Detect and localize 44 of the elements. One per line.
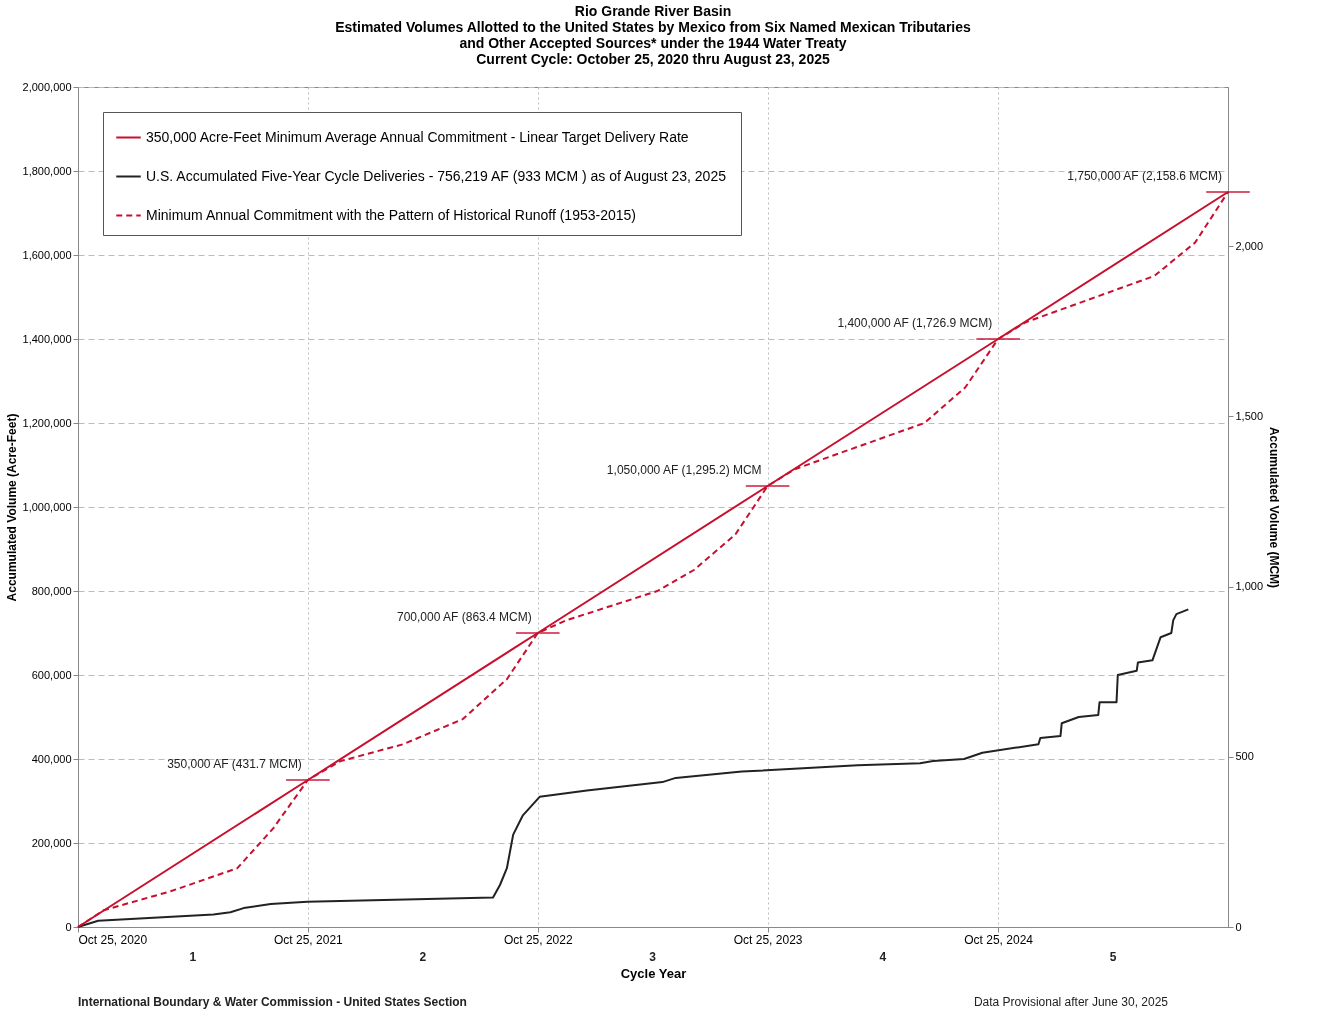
y-tick-label: 600,000: [31, 668, 72, 681]
x-tick-label: Oct 25, 2023: [733, 932, 803, 947]
x-axis-title: Cycle Year: [620, 965, 687, 981]
legend-label: 350,000 Acre-Feet Minimum Average Annual Commitment - Linear Target Delivery Rate: [146, 128, 689, 145]
text: 3: [649, 950, 657, 964]
y-axis-title: Accumulated Volume (Acre-Feet): [4, 413, 19, 602]
y-tick-label: 0: [65, 920, 72, 933]
x-tick-label: Oct 25, 2020: [78, 932, 148, 947]
text: 1: [189, 950, 197, 964]
annotation: 1,400,000 AF (1,726.9 MCM): [837, 316, 993, 330]
text: International Boundary & Water Commission - United States Section: [78, 995, 467, 1009]
legend-label: U.S. Accumulated Five-Year Cycle Deliveries - 756,219 AF (933 MCM ) as of August 23, 2025: [146, 167, 727, 184]
text: Current Cycle: October 25, 2020 thru August 23, 2025: [476, 51, 830, 67]
x-tick-label: Oct 25, 2022: [503, 932, 573, 947]
legend-label: Minimum Annual Commitment with the Pattern of Historical Runoff (1953-2015): [146, 206, 636, 223]
line-series: [77, 608, 1190, 928]
y-tick-label: 400,000: [31, 752, 72, 765]
text: Estimated Volumes Allotted to the United States by Mexico from Six Named Mexican Tributaries: [335, 19, 971, 35]
y-tick-label: 1,600,000: [22, 248, 72, 261]
y2-tick-label: 2,000: [1235, 239, 1264, 252]
annotation: 1,750,000 AF (2,158.6 MCM): [1067, 169, 1222, 183]
annotation: 1,050,000 AF (1,295.2) MCM: [606, 463, 762, 477]
y-tick-label: 1,200,000: [22, 416, 72, 429]
y-tick-label: 1,000,000: [22, 500, 72, 513]
text: 4: [879, 950, 887, 964]
y2-axis-title: Accumulated Volume (MCM): [1267, 426, 1282, 589]
y2-tick-label: 1,500: [1235, 409, 1264, 422]
y2-tick-label: 0: [1235, 920, 1242, 933]
y2-tick-label: 1,000: [1235, 580, 1264, 593]
y-tick-label: 1,400,000: [22, 332, 72, 345]
y-tick-label: 2,000,000: [22, 80, 72, 93]
text: Data Provisional after June 30, 2025: [973, 995, 1169, 1009]
y-tick-label: 800,000: [31, 584, 72, 597]
x-tick-label: Oct 25, 2021: [274, 932, 344, 947]
text: Rio Grande River Basin: [574, 3, 732, 19]
annotation: 350,000 AF (431.7 MCM): [167, 757, 302, 771]
text: and Other Accepted Sources* under the 1944 Water Treaty: [459, 35, 847, 51]
y-tick-label: 200,000: [31, 836, 72, 849]
y-tick-label: 1,800,000: [22, 164, 72, 177]
x-tick-label: Oct 25, 2024: [964, 932, 1034, 947]
annotation: 700,000 AF (863.4 MCM): [397, 610, 532, 624]
y2-tick-label: 500: [1235, 750, 1254, 763]
text: 2: [419, 950, 427, 964]
text: 5: [1109, 950, 1117, 964]
